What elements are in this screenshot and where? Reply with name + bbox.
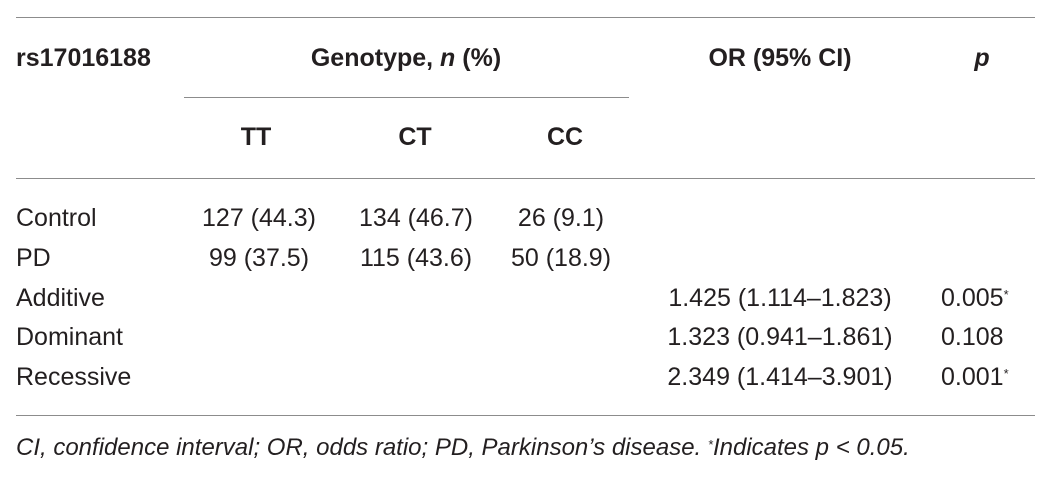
- cell-additive-p: 0.005*: [941, 283, 1009, 313]
- header-genotype-prefix: Genotype,: [310, 44, 441, 72]
- header-genotype: Genotype, n (%): [311, 43, 501, 73]
- cell-control-tt: 127 (44.3): [202, 204, 316, 232]
- cell-additive-or: 1.425 (1.114–1.823): [668, 284, 892, 312]
- genotype-span-rule: [184, 97, 629, 98]
- row-label-control: Control: [16, 204, 97, 232]
- footnote-text-2: Indicates p < 0.05.: [712, 434, 910, 461]
- cell-recessive-sig: *: [1003, 366, 1009, 381]
- header-cc: CC: [546, 123, 584, 151]
- cell-dominant-or: 1.323 (0.941–1.861): [667, 323, 893, 351]
- cell-pd-cc: 50 (18.9): [510, 244, 612, 272]
- cell-pd-ct: 115 (43.6): [359, 244, 473, 272]
- header-tt: TT: [240, 123, 272, 151]
- header-p: p: [974, 43, 989, 73]
- header-snp: rs17016188: [16, 44, 151, 72]
- cell-recessive-or: 2.349 (1.414–3.901): [667, 363, 893, 391]
- cell-control-ct: 134 (46.7): [359, 204, 473, 232]
- header-genotype-suffix: (%): [455, 44, 502, 72]
- cell-additive-sig: *: [1003, 287, 1009, 302]
- cell-recessive-p-value: 0.001: [941, 363, 1004, 391]
- table-bottom-rule: [16, 415, 1035, 416]
- header-bottom-rule: [16, 178, 1035, 179]
- cell-dominant-p: 0.108: [941, 323, 1004, 351]
- footnote-star: *: [707, 437, 713, 452]
- header-ct: CT: [398, 123, 432, 151]
- cell-pd-tt: 99 (37.5): [208, 244, 310, 272]
- header-genotype-n: n: [440, 44, 456, 72]
- cell-recessive-p: 0.001*: [941, 362, 1009, 392]
- header-p-text: p: [974, 44, 990, 72]
- cell-control-cc: 26 (9.1): [517, 204, 605, 232]
- row-label-recessive: Recessive: [16, 363, 132, 391]
- row-label-additive: Additive: [16, 284, 105, 312]
- footnote-text: CI, confidence interval; OR, odds ratio;…: [16, 434, 708, 461]
- row-label-pd: PD: [16, 244, 51, 272]
- table-footnote: CI, confidence interval; OR, odds ratio;…: [16, 433, 910, 463]
- row-label-dominant: Dominant: [16, 323, 123, 351]
- top-rule: [16, 17, 1035, 18]
- header-or: OR (95% CI): [708, 44, 852, 72]
- cell-additive-p-value: 0.005: [941, 284, 1004, 312]
